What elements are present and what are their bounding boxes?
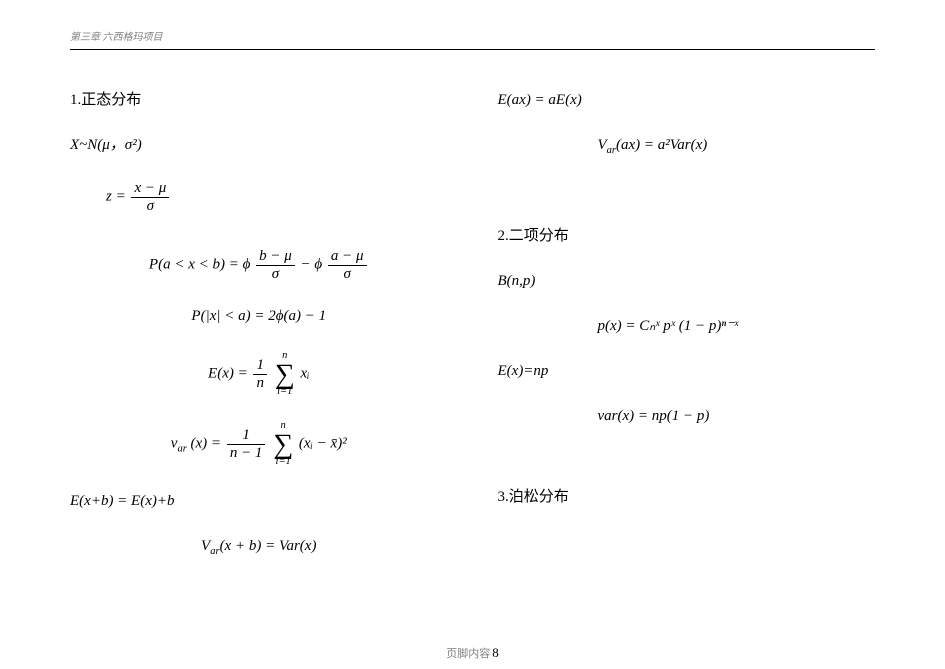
variance-shift: Var(x + b) = Var(x): [70, 536, 448, 557]
binomial-notation: B(n,p): [498, 271, 876, 292]
var-frac-num: 1: [227, 427, 266, 445]
left-column: 1.正态分布 X~N(μ，σ²) z = x − μ σ P(a < x < b…: [70, 90, 448, 581]
pi-frac1: b − μ σ: [256, 248, 295, 282]
pi-frac2-num: a − μ: [328, 248, 367, 266]
vsc-rest: (ax) = a²Var(x): [616, 137, 707, 153]
expectation-shift: E(x+b) = E(x)+b: [70, 491, 448, 512]
vs-sub: ar: [210, 546, 219, 557]
sigma-icon: ∑: [275, 362, 295, 387]
mean-term: xᵢ: [300, 366, 309, 382]
right-column: E(ax) = aE(x) Var(ax) = a²Var(x) 2.二项分布 …: [498, 90, 876, 581]
pi-frac2-den: σ: [328, 266, 367, 283]
var-sum: n ∑ i=1: [273, 421, 293, 467]
section-1-title: 1.正态分布: [70, 90, 448, 111]
variance-scale: Var(ax) = a²Var(x): [498, 135, 876, 156]
variance-formula: var (x) = 1 n − 1 n ∑ i=1 (xᵢ − x̄)²: [70, 421, 448, 467]
z-frac-den: σ: [131, 198, 169, 215]
z-frac-num: x − μ: [131, 180, 169, 198]
vs-v: V: [201, 538, 210, 554]
mean-sum: n ∑ i=1: [275, 351, 295, 397]
pi-lhs: P(a < x < b) = ϕ: [149, 256, 250, 272]
prob-abs-formula: P(|x| < a) = 2ϕ(a) − 1: [70, 306, 448, 327]
mean-lhs: E(x) =: [208, 366, 248, 382]
binomial-pmf: p(x) = Cₙˣ pˣ (1 − p)ⁿ⁻ˣ: [498, 316, 876, 337]
sigma-icon: ∑: [273, 432, 293, 457]
z-frac: x − μ σ: [131, 180, 169, 214]
var-frac: 1 n − 1: [227, 427, 266, 461]
binomial-variance: var(x) = np(1 − p): [498, 406, 876, 427]
pi-frac2: a − μ σ: [328, 248, 367, 282]
page-footer: 页脚内容8: [0, 645, 945, 661]
section-3-title: 3.泊松分布: [498, 487, 876, 508]
section-2-title: 2.二项分布: [498, 226, 876, 247]
page-header: 第三章 六西格玛项目: [70, 28, 875, 50]
z-lhs: z =: [106, 188, 126, 204]
mean-frac: 1 n: [253, 357, 267, 391]
binomial-mean: E(x)=np: [498, 361, 876, 382]
mean-frac-num: 1: [253, 357, 267, 375]
var-arg: (x) =: [191, 436, 222, 452]
normal-dist-notation: X~N(μ，σ²): [70, 135, 448, 156]
pi-frac1-num: b − μ: [256, 248, 295, 266]
mean-formula: E(x) = 1 n n ∑ i=1 xᵢ: [70, 351, 448, 397]
var-sub: ar: [177, 444, 186, 455]
vs-rest: (x + b) = Var(x): [220, 538, 317, 554]
var-term: (xᵢ − x̄)²: [299, 436, 347, 452]
mean-frac-den: n: [253, 375, 267, 392]
var-frac-den: n − 1: [227, 445, 266, 462]
expectation-scale: E(ax) = aE(x): [498, 90, 876, 111]
prob-interval-formula: P(a < x < b) = ϕ b − μ σ − ϕ a − μ σ: [70, 248, 448, 282]
page-root: 第三章 六西格玛项目 1.正态分布 X~N(μ，σ²) z = x − μ σ …: [0, 0, 945, 669]
content-columns: 1.正态分布 X~N(μ，σ²) z = x − μ σ P(a < x < b…: [70, 90, 875, 581]
pi-frac1-den: σ: [256, 266, 295, 283]
pi-mid: − ϕ: [301, 256, 323, 272]
footer-page-number: 8: [492, 645, 499, 660]
z-formula: z = x − μ σ: [70, 180, 448, 214]
mean-sum-bot: i=1: [275, 387, 295, 398]
footer-label: 页脚内容: [446, 648, 490, 660]
vsc-v: V: [598, 137, 607, 153]
vsc-sub: ar: [607, 145, 616, 156]
var-sum-bot: i=1: [273, 457, 293, 468]
